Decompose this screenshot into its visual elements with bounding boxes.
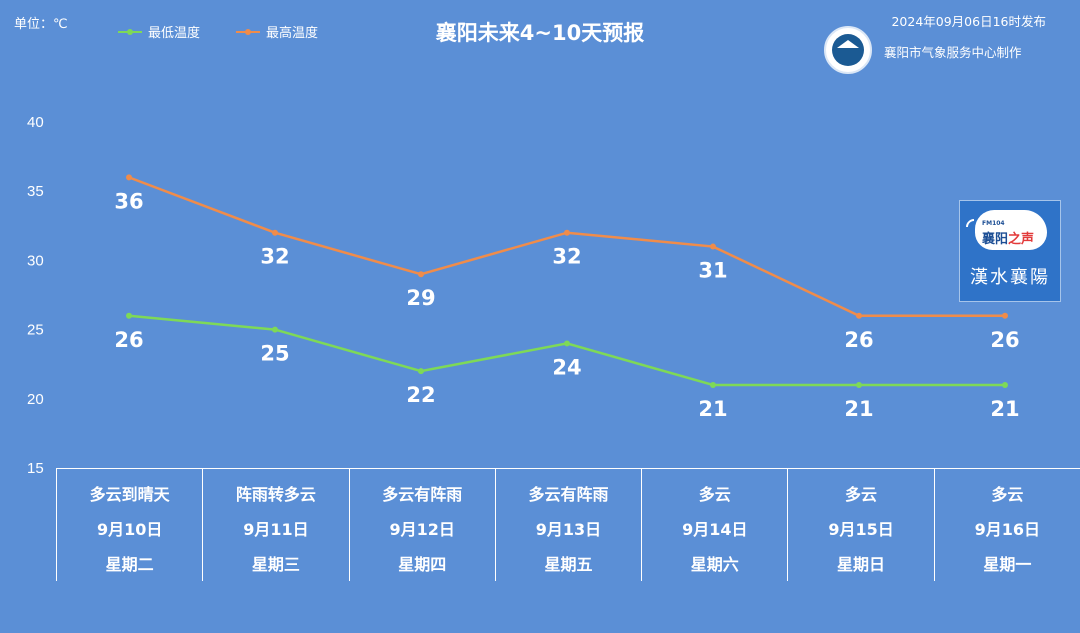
forecast-day-3: 多云有阵雨 9月12日星期四 bbox=[348, 469, 495, 581]
high-temp-point bbox=[564, 229, 570, 236]
forecast-day-5: 多云 9月14日星期六 bbox=[641, 469, 787, 581]
day-weekday: 星期四 bbox=[398, 555, 447, 574]
day-weather: 多云到晴天 bbox=[89, 485, 170, 504]
high-temp-label: 26 bbox=[990, 328, 1019, 352]
day-weekday: 星期六 bbox=[690, 555, 739, 574]
day-weekday: 星期二 bbox=[105, 555, 154, 574]
high-temp-label: 32 bbox=[552, 245, 581, 269]
day-weather: 多云有阵雨 bbox=[528, 485, 609, 504]
forecast-day-2: 阵雨转多云 9月11日星期三 bbox=[202, 469, 348, 581]
y-tick-label: 40 bbox=[27, 114, 44, 131]
radio-brush-text: 漢水襄陽 bbox=[970, 267, 1050, 288]
high-temp-point bbox=[418, 271, 424, 278]
day-weekday: 星期三 bbox=[251, 555, 300, 574]
low-temp-label: 22 bbox=[406, 383, 435, 407]
unit-label: 单位：℃ bbox=[14, 17, 68, 32]
low-temp-point bbox=[418, 368, 424, 375]
low-temp-point bbox=[272, 326, 278, 333]
day-date: 9月10日 bbox=[96, 520, 163, 539]
high-temp-label: 26 bbox=[844, 328, 873, 352]
day-weekday: 星期日 bbox=[837, 555, 886, 574]
forecast-day-4: 多云有阵雨 9月13日星期五 bbox=[494, 469, 641, 581]
y-tick-label: 35 bbox=[27, 183, 44, 200]
high-temp-point bbox=[1002, 312, 1008, 319]
day-date: 9月12日 bbox=[389, 520, 455, 539]
publish-time: 2024年09月06日16时发布 bbox=[891, 14, 1046, 29]
low-temp-label: 26 bbox=[114, 328, 143, 352]
day-weather: 多云 bbox=[698, 485, 731, 504]
high-temp-label: 29 bbox=[406, 286, 435, 310]
legend-low-label: 最低温度 bbox=[148, 26, 201, 41]
high-temp-label: 32 bbox=[260, 245, 289, 269]
publisher-label: 襄阳市气象服务中心制作 bbox=[884, 45, 1022, 60]
day-date: 9月11日 bbox=[243, 520, 309, 539]
legend-low: 最低温度 bbox=[118, 22, 200, 41]
high-temp-point bbox=[126, 174, 132, 181]
forecast-day-6: 多云 9月15日星期日 bbox=[787, 469, 933, 581]
legend-high-swatch bbox=[236, 28, 260, 35]
low-temp-label: 21 bbox=[698, 397, 727, 421]
radio-fm-label: FM104 bbox=[982, 220, 1005, 227]
legend-low-swatch bbox=[118, 28, 142, 35]
radio-station-card: FM104 襄阳之声 漢水襄陽 bbox=[959, 200, 1061, 302]
forecast-day-7: 多云 9月16日星期一 bbox=[933, 469, 1080, 581]
day-date: 9月16日 bbox=[974, 520, 1041, 539]
high-temp-label: 31 bbox=[698, 259, 727, 283]
y-tick-label: 20 bbox=[27, 391, 44, 408]
high-temp-point bbox=[710, 243, 716, 250]
low-temp-point bbox=[710, 381, 716, 388]
high-temp-point bbox=[856, 312, 862, 319]
forecast-table: 多云到晴天 9月10日 星期二 阵雨转多云 9月11日 星期三 多云有阵雨 9月12日 星期四多… bbox=[56, 468, 1080, 581]
day-date: 9月14日 bbox=[682, 520, 748, 539]
forecast-day-1: 多云到晴天 9月10日星期二 bbox=[56, 469, 202, 581]
day-weekday: 星期五 bbox=[544, 555, 593, 574]
day-weather: 阵雨转多云 bbox=[235, 485, 316, 504]
day-weekday: 星期一 bbox=[983, 555, 1032, 574]
low-temp-label: 21 bbox=[990, 397, 1019, 421]
low-temp-label: 25 bbox=[260, 342, 289, 366]
legend-high: 最高温度 bbox=[236, 22, 318, 41]
cloud-icon bbox=[975, 210, 1047, 250]
weather-logo-icon bbox=[824, 26, 872, 74]
day-date: 9月15日 bbox=[828, 520, 894, 539]
y-tick-label: 25 bbox=[27, 322, 44, 339]
radio-station-name: 襄阳之声 bbox=[982, 232, 1035, 247]
low-temp-point bbox=[126, 312, 132, 319]
low-temp-point bbox=[564, 340, 570, 347]
day-date: 9月13日 bbox=[535, 520, 602, 539]
low-temp-point bbox=[856, 381, 862, 388]
y-tick-label: 30 bbox=[27, 252, 44, 269]
day-weather: 多云有阵雨 bbox=[382, 485, 463, 504]
day-weather: 多云 bbox=[845, 485, 878, 504]
low-temp-label: 21 bbox=[844, 397, 873, 421]
high-temp-label: 36 bbox=[114, 189, 143, 213]
low-temp-point bbox=[1002, 381, 1008, 388]
high-temp-point bbox=[272, 229, 278, 236]
chart-title: 襄阳未来4~10天预报 bbox=[435, 21, 645, 45]
legend-high-label: 最高温度 bbox=[266, 26, 319, 41]
y-tick-label: 15 bbox=[27, 460, 44, 477]
low-temp-label: 24 bbox=[552, 355, 581, 379]
day-weather: 多云 bbox=[991, 485, 1024, 504]
